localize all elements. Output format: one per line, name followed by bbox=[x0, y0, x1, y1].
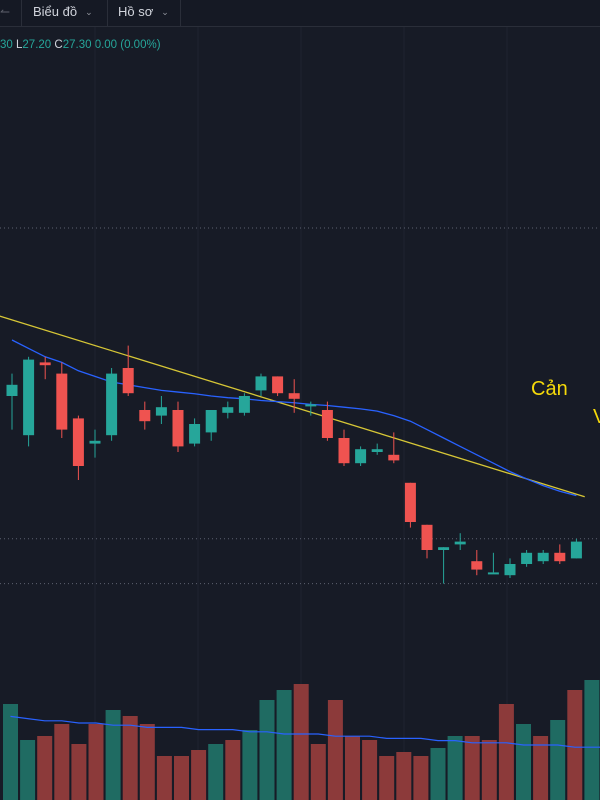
volume-bar bbox=[174, 756, 189, 800]
volume-bar bbox=[105, 710, 121, 800]
volume-bar bbox=[396, 752, 412, 800]
candle-body bbox=[106, 373, 118, 436]
toolbar-divider bbox=[21, 0, 22, 26]
candle-body bbox=[288, 393, 300, 399]
profile-menu-button[interactable]: Hồ sơ ⌄ bbox=[118, 0, 169, 26]
ohlc-change: 0.00 (0.00%) bbox=[94, 39, 161, 51]
candle-body bbox=[421, 524, 433, 550]
ohlc-partial-value: 30 bbox=[0, 39, 13, 51]
candle-body bbox=[554, 552, 566, 562]
candle-body bbox=[537, 552, 549, 562]
moving-average-line bbox=[11, 339, 577, 497]
ohlc-close-value: 27.30 bbox=[62, 39, 92, 51]
candle-body bbox=[305, 404, 317, 407]
candle-body bbox=[570, 541, 582, 559]
volume-bar bbox=[293, 684, 309, 800]
candle-body bbox=[72, 418, 84, 466]
candle-body bbox=[222, 407, 234, 413]
profile-menu-label: Hồ sơ bbox=[118, 4, 154, 19]
volume-bar bbox=[276, 690, 292, 800]
candle-body bbox=[438, 547, 450, 550]
candle-body bbox=[404, 482, 416, 522]
candle-body bbox=[23, 359, 35, 436]
ohlc-legend: 30 L27.20 C27.30 0.00 (0.00%) bbox=[0, 39, 161, 51]
candle-body bbox=[471, 561, 483, 570]
volume-bar bbox=[54, 724, 70, 800]
volume-bar bbox=[310, 744, 326, 800]
candle-body bbox=[504, 564, 516, 576]
volume-bar bbox=[533, 736, 549, 800]
volume-bar bbox=[345, 736, 360, 800]
chart-menu-label: Biểu đồ bbox=[33, 4, 78, 19]
volume-bar bbox=[362, 740, 378, 800]
candle-body bbox=[338, 438, 350, 464]
volume-bar bbox=[3, 704, 18, 800]
volume-bar bbox=[122, 716, 138, 800]
top-toolbar: ↼ Biểu đồ ⌄ Hồ sơ ⌄ bbox=[0, 0, 600, 27]
candle-body bbox=[321, 410, 333, 438]
volume-bar bbox=[413, 756, 429, 800]
volume-bar bbox=[156, 756, 172, 800]
volume-bar bbox=[20, 740, 36, 800]
candle-body bbox=[56, 373, 68, 430]
volume-bar bbox=[550, 720, 566, 800]
candle-body bbox=[205, 410, 217, 433]
volume-bar bbox=[225, 740, 241, 800]
candle-body bbox=[155, 407, 167, 416]
candle-body bbox=[521, 552, 533, 564]
volume-bar bbox=[208, 744, 224, 800]
candle-body bbox=[189, 424, 201, 444]
candle-body bbox=[39, 362, 51, 366]
candle-body bbox=[255, 376, 267, 391]
ohlc-low-label: L bbox=[16, 39, 23, 51]
chevron-down-icon: ⌄ bbox=[85, 7, 93, 17]
volume-bar bbox=[242, 730, 258, 800]
resistance-annotation: Cản bbox=[531, 378, 568, 400]
candle-body bbox=[139, 410, 151, 422]
toolbar-divider bbox=[180, 0, 181, 26]
volume-bar bbox=[88, 724, 104, 800]
chevron-down-icon: ⌄ bbox=[161, 7, 169, 17]
candle-body bbox=[238, 396, 250, 413]
candle-body bbox=[454, 541, 466, 545]
volume-bar bbox=[71, 744, 87, 800]
candle-body bbox=[6, 384, 18, 396]
volume-bar bbox=[259, 700, 275, 800]
volume-bar bbox=[516, 724, 531, 800]
candle-body bbox=[355, 449, 367, 464]
candle-body bbox=[371, 449, 383, 452]
candle-body bbox=[272, 376, 284, 394]
candle-body bbox=[122, 368, 134, 394]
volume-bar bbox=[37, 736, 53, 800]
candle-body bbox=[388, 454, 400, 461]
volume-bar bbox=[498, 704, 514, 800]
candle-body bbox=[172, 410, 184, 447]
volume-bar bbox=[481, 740, 497, 800]
volume-ma-line bbox=[10, 715, 600, 748]
resistance-trendline bbox=[0, 315, 585, 498]
volume-bar bbox=[379, 756, 395, 800]
clipped-annotation: V bbox=[593, 406, 600, 428]
volume-bar bbox=[191, 750, 207, 800]
volume-bar bbox=[464, 736, 480, 800]
volume-bar bbox=[447, 736, 463, 800]
ohlc-close-label: C bbox=[54, 39, 63, 51]
candle-body bbox=[487, 572, 499, 575]
chart-menu-button[interactable]: Biểu đồ ⌄ bbox=[33, 0, 93, 26]
candle-body bbox=[89, 440, 101, 444]
ohlc-low-value: 27.20 bbox=[22, 39, 52, 51]
volume-bar bbox=[430, 748, 446, 800]
volume-bar bbox=[567, 690, 583, 800]
toolbar-divider bbox=[107, 0, 108, 26]
volume-bar bbox=[139, 724, 155, 800]
volume-bar bbox=[327, 700, 343, 800]
back-arrow-icon[interactable]: ↼ bbox=[0, 5, 11, 19]
volume-bar bbox=[584, 680, 600, 800]
